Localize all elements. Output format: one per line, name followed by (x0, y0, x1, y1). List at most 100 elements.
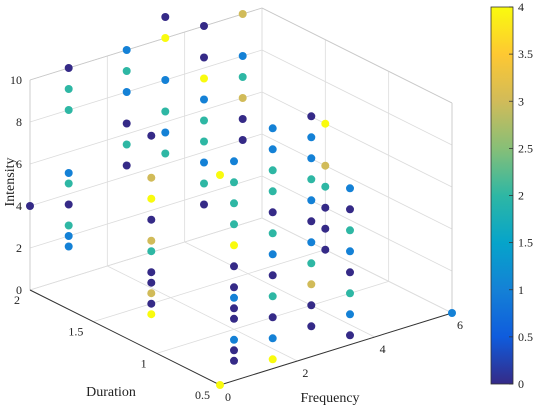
colorbar-tick-label: 1.5 (518, 236, 533, 250)
data-point (268, 250, 277, 259)
grid-layer (29, 7, 453, 386)
x-tick-label: 2 (302, 366, 308, 380)
data-point (268, 271, 277, 280)
data-point (200, 74, 208, 83)
data-point (230, 178, 238, 187)
data-point (64, 106, 73, 114)
data-point (307, 112, 316, 121)
data-point (346, 247, 354, 256)
y-tick-label: 0.5 (195, 388, 210, 402)
data-point (122, 46, 131, 54)
data-point (200, 95, 208, 104)
data-point (230, 304, 238, 313)
data-point (230, 314, 238, 323)
data-point (64, 232, 73, 240)
data-point (321, 203, 330, 212)
data-point (147, 278, 156, 287)
data-point (268, 145, 277, 154)
y-tick-label: 1.5 (68, 325, 83, 339)
data-point (268, 187, 277, 196)
data-point (346, 331, 354, 340)
data-point (448, 309, 456, 317)
back-wall-gridline (29, 133, 263, 207)
data-point (346, 310, 354, 319)
data-point (230, 220, 238, 229)
y-tick-label: 1 (141, 356, 147, 370)
data-point (346, 184, 354, 193)
data-point (64, 200, 73, 209)
data-point (147, 268, 156, 277)
back-wall-gridline (29, 91, 263, 165)
data-point (346, 205, 354, 214)
data-point (268, 355, 277, 364)
data-point (161, 34, 170, 42)
data-point (346, 289, 354, 298)
data-point (161, 76, 170, 84)
floor-gridline (93, 249, 326, 323)
data-point (161, 13, 170, 21)
data-point (307, 154, 316, 163)
y-axis-label: Duration (86, 385, 136, 400)
data-point (268, 166, 277, 175)
side-wall-gridline (261, 91, 453, 188)
data-point (216, 381, 224, 389)
data-point (321, 224, 330, 233)
data-point (230, 293, 238, 302)
data-point (346, 226, 354, 235)
data-point (238, 115, 247, 123)
data-point (64, 169, 73, 177)
data-point (122, 119, 131, 128)
data-point (307, 280, 316, 289)
data-point (268, 124, 277, 133)
data-point (200, 53, 208, 62)
x-tick-label: 6 (457, 318, 463, 332)
colorbar-tick-label: 3 (518, 94, 524, 108)
data-point (268, 208, 277, 217)
data-point (147, 289, 156, 298)
z-tick-label: 6 (16, 157, 22, 171)
z-tick-label: 0 (16, 283, 22, 297)
data-point (230, 199, 238, 208)
data-point (230, 346, 238, 355)
data-point (230, 335, 238, 344)
data-point (321, 161, 330, 170)
side-wall-gridline (261, 133, 453, 230)
data-point (307, 196, 316, 205)
back-wall-gridline (29, 49, 263, 123)
floor-gridline (184, 241, 375, 338)
colorbar-tick-label: 0 (518, 377, 524, 391)
data-point (147, 310, 156, 319)
x-axis-label: Frequency (300, 391, 359, 406)
data-point (64, 221, 73, 230)
data-point (346, 268, 354, 277)
data-point (268, 313, 277, 322)
x-axis-line (219, 312, 453, 386)
data-point (200, 200, 208, 209)
data-point (122, 140, 131, 149)
data-point (122, 88, 131, 96)
y-tick-label: 2 (14, 293, 20, 307)
z-tick-label: 4 (16, 199, 22, 213)
data-point (230, 241, 238, 250)
data-point (230, 262, 238, 271)
back-wall-gridline (29, 217, 263, 291)
z-tick-label: 10 (10, 73, 22, 87)
data-point (147, 299, 156, 308)
z-tick-label: 8 (16, 115, 22, 129)
data-points (26, 10, 456, 389)
colorbar-tick-label: 0.5 (518, 330, 533, 344)
side-wall-gridline (261, 217, 453, 314)
data-point (200, 22, 208, 30)
side-wall-gridline (261, 175, 453, 272)
box-edge (29, 7, 263, 81)
side-wall-gridline (261, 49, 453, 146)
data-point (147, 247, 156, 256)
z-axis-label: Intensity (3, 158, 18, 207)
data-point (122, 67, 131, 75)
data-point (64, 242, 73, 251)
data-point (200, 158, 208, 167)
data-point (307, 301, 316, 310)
data-point (64, 85, 73, 93)
